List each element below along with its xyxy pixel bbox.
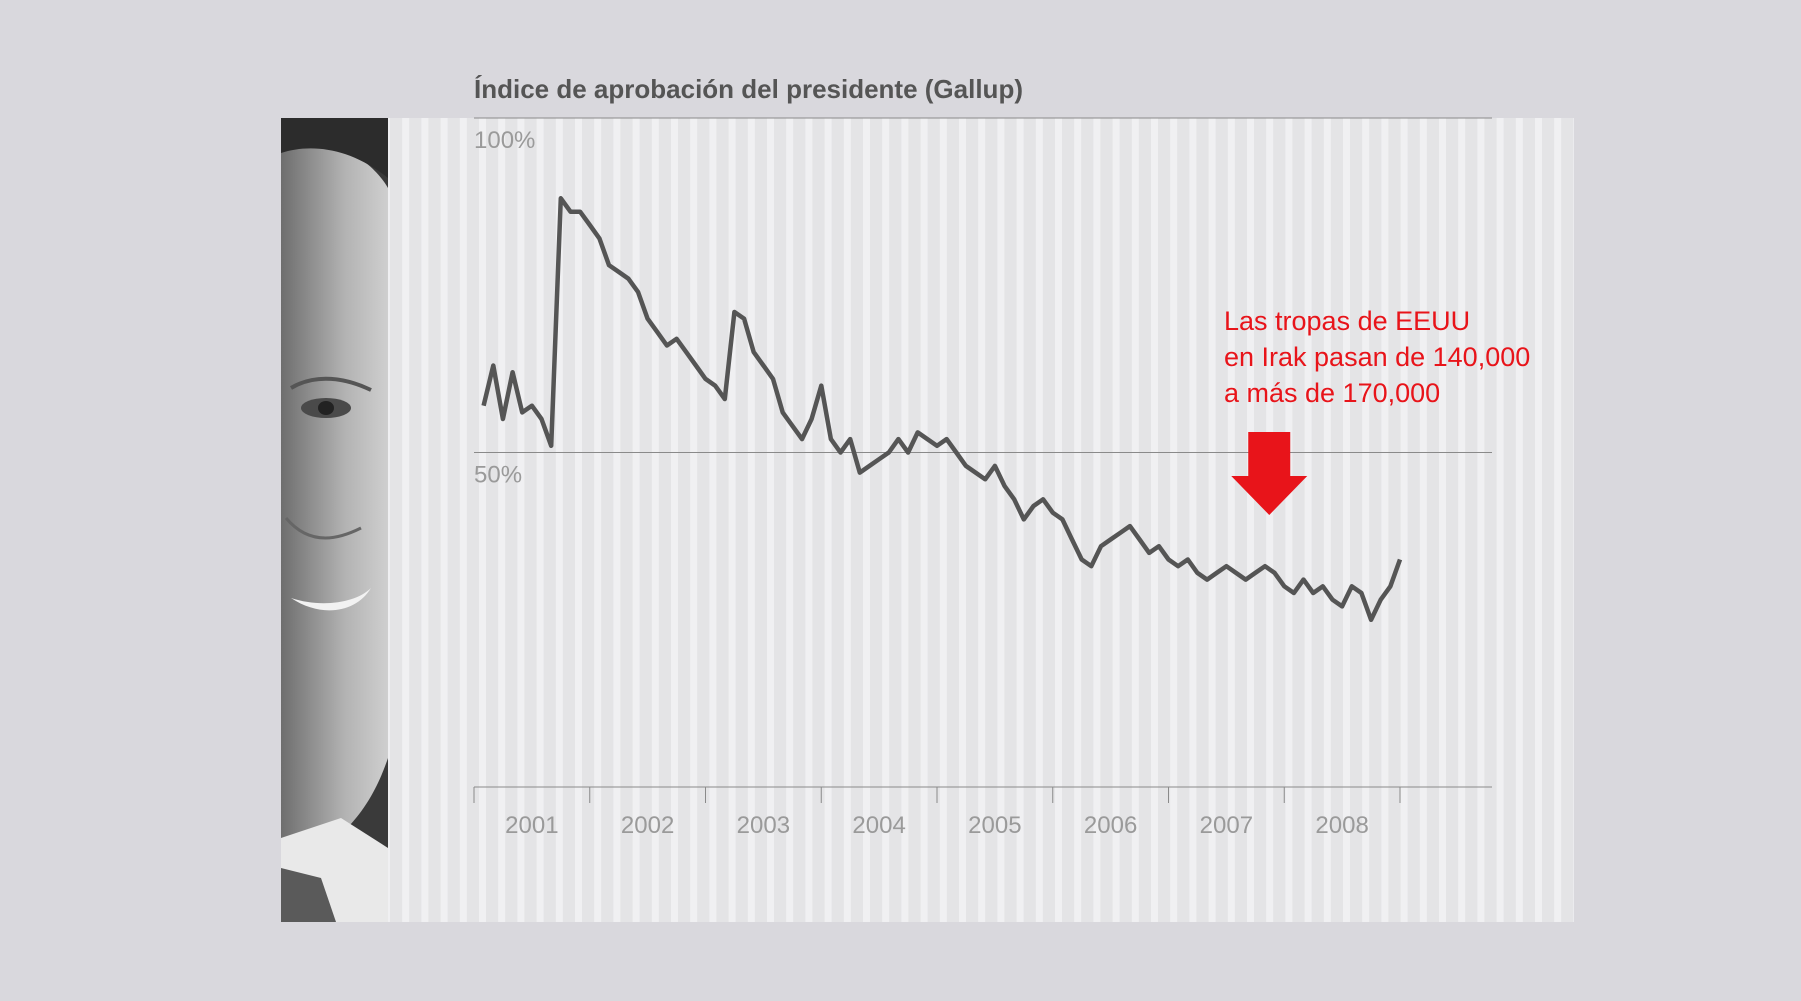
grid-band (639, 118, 652, 922)
grid-band (524, 118, 537, 922)
grid-band (601, 118, 614, 922)
grid-band (1561, 118, 1574, 922)
x-tick-label: 2008 (1315, 812, 1368, 839)
president-portrait-photo (281, 118, 388, 922)
grid-band (1388, 118, 1401, 922)
grid-band (1503, 118, 1516, 922)
grid-band (889, 118, 902, 922)
grid-band (774, 118, 787, 922)
grid-band (1158, 118, 1171, 922)
x-tick-label: 2007 (1200, 812, 1253, 839)
grid-band (678, 118, 691, 922)
grid-band (1446, 118, 1459, 922)
grid-band (1369, 118, 1382, 922)
grid-band (1426, 118, 1439, 922)
approval-series-line (481, 196, 1403, 623)
grid-band (927, 118, 940, 922)
grid-band (1042, 118, 1055, 922)
grid-band (409, 118, 422, 922)
annotation-text-line: Las tropas de EEUU (1224, 306, 1470, 336)
x-tick-label: 2005 (968, 812, 1021, 839)
grid-band (697, 118, 710, 922)
grid-band (1542, 118, 1555, 922)
grid-band (870, 118, 883, 922)
grid-band (1465, 118, 1478, 922)
grid-band (1081, 118, 1094, 922)
grid-band (946, 118, 959, 922)
grid-band (735, 118, 748, 922)
y-tick-label: 100% (474, 127, 535, 154)
grid-band (658, 118, 671, 922)
grid-band (908, 118, 921, 922)
grid-band (1311, 118, 1324, 922)
grid-band (620, 118, 633, 922)
grid-band (1484, 118, 1497, 922)
grid-band (582, 118, 595, 922)
grid-band (716, 118, 729, 922)
x-tick-label: 2006 (1084, 812, 1137, 839)
grid-band (447, 118, 460, 922)
grid-band (1004, 118, 1017, 922)
grid-band (1273, 118, 1286, 922)
annotation-arrow (1231, 432, 1308, 515)
x-tick-label: 2002 (621, 812, 674, 839)
grid-band (390, 118, 403, 922)
grid-band (1522, 118, 1535, 922)
grid-band (1119, 118, 1132, 922)
grid-band (505, 118, 518, 922)
grid-band (1100, 118, 1113, 922)
y-tick-label: 50% (474, 462, 522, 489)
grid-band (1350, 118, 1363, 922)
grid-band (966, 118, 979, 922)
grid-band (850, 118, 863, 922)
grid-band (1234, 118, 1247, 922)
grid-band (754, 118, 767, 922)
grid-band (812, 118, 825, 922)
x-tick-label: 2004 (852, 812, 905, 839)
grid-band (793, 118, 806, 922)
grid-band (985, 118, 998, 922)
x-tick-label: 2003 (737, 812, 790, 839)
grid-band (1254, 118, 1267, 922)
grid-band (1062, 118, 1075, 922)
grid-band (1138, 118, 1151, 922)
grid-band (1196, 118, 1209, 922)
x-tick-label: 2001 (505, 812, 558, 839)
grid-band (1292, 118, 1305, 922)
grid-band (543, 118, 556, 922)
grid-band (1177, 118, 1190, 922)
grid-band (1023, 118, 1036, 922)
chart-title: Índice de aprobación del presidente (Gal… (474, 74, 1023, 104)
grid-band (562, 118, 575, 922)
grid-band (1330, 118, 1343, 922)
grid-band (831, 118, 844, 922)
grid-band (428, 118, 441, 922)
grid-band (1215, 118, 1228, 922)
grid-band (466, 118, 479, 922)
annotation-text-line: en Irak pasan de 140,000 (1224, 342, 1530, 372)
grid-band (486, 118, 499, 922)
grid-band (1407, 118, 1420, 922)
annotation-text-line: a más de 170,000 (1224, 378, 1440, 408)
